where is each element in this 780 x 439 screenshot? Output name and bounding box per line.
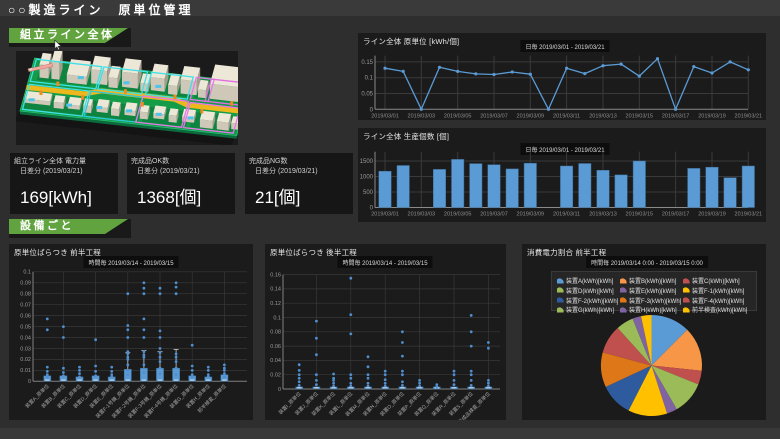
svg-text:2019/03/17: 2019/03/17	[662, 212, 690, 218]
svg-text:2019/03/19: 2019/03/19	[698, 113, 726, 119]
svg-text:2019/03/15: 2019/03/15	[626, 212, 654, 218]
svg-text:2019/03/01: 2019/03/01	[371, 212, 399, 218]
svg-text:0.1: 0.1	[365, 76, 374, 82]
svg-text:0.16: 0.16	[270, 272, 281, 278]
svg-text:0.1: 0.1	[273, 315, 281, 321]
svg-text:500: 500	[363, 190, 374, 196]
svg-text:前半検査_原単位: 前半検査_原単位	[196, 383, 228, 415]
svg-text:2019/03/13: 2019/03/13	[589, 212, 617, 218]
svg-text:0.05: 0.05	[361, 92, 373, 98]
svg-text:0.07: 0.07	[20, 303, 31, 309]
svg-text:0: 0	[28, 379, 31, 385]
svg-text:2019/03/01: 2019/03/01	[371, 113, 399, 119]
svg-text:2019/03/03: 2019/03/03	[408, 212, 436, 218]
svg-text:2019/03/21: 2019/03/21	[735, 212, 763, 218]
svg-text:0.08: 0.08	[20, 292, 31, 298]
svg-text:2019/03/11: 2019/03/11	[553, 113, 580, 119]
svg-text:2019/03/15: 2019/03/15	[626, 113, 654, 119]
svg-text:0.05: 0.05	[20, 324, 31, 330]
svg-text:1000: 1000	[360, 175, 374, 181]
svg-text:2019/03/09: 2019/03/09	[517, 212, 545, 218]
svg-text:2019/03/19: 2019/03/19	[698, 212, 726, 218]
svg-text:2019/03/13: 2019/03/13	[589, 113, 617, 119]
svg-text:2019/03/21: 2019/03/21	[735, 113, 763, 119]
svg-text:2019/03/07: 2019/03/07	[480, 212, 508, 218]
svg-text:0.04: 0.04	[20, 335, 31, 341]
svg-text:2019/03/05: 2019/03/05	[444, 212, 472, 218]
svg-text:0: 0	[370, 107, 374, 113]
svg-text:0: 0	[278, 387, 281, 393]
svg-text:0.02: 0.02	[20, 357, 31, 363]
svg-text:0.1: 0.1	[23, 270, 31, 276]
svg-text:0.15: 0.15	[361, 60, 373, 66]
svg-text:0.09: 0.09	[20, 281, 31, 287]
svg-text:2019/03/03: 2019/03/03	[408, 113, 436, 119]
svg-text:2019/03/17: 2019/03/17	[662, 113, 690, 119]
svg-text:2019/03/05: 2019/03/05	[444, 113, 472, 119]
svg-text:0.14: 0.14	[270, 287, 281, 293]
svg-text:2019/03/11: 2019/03/11	[553, 212, 580, 218]
svg-text:0.06: 0.06	[20, 313, 31, 319]
svg-text:1500: 1500	[360, 159, 374, 165]
svg-text:2019/03/07: 2019/03/07	[480, 113, 508, 119]
svg-text:0.12: 0.12	[270, 301, 281, 307]
svg-text:0.02: 0.02	[270, 373, 281, 379]
svg-text:0.04: 0.04	[270, 358, 281, 364]
svg-text:0.01: 0.01	[20, 368, 31, 374]
svg-text:0: 0	[370, 206, 374, 212]
svg-text:0.06: 0.06	[270, 344, 281, 350]
svg-text:2019/03/09: 2019/03/09	[517, 113, 545, 119]
svg-text:0.08: 0.08	[270, 330, 281, 336]
svg-text:0.03: 0.03	[20, 346, 31, 352]
